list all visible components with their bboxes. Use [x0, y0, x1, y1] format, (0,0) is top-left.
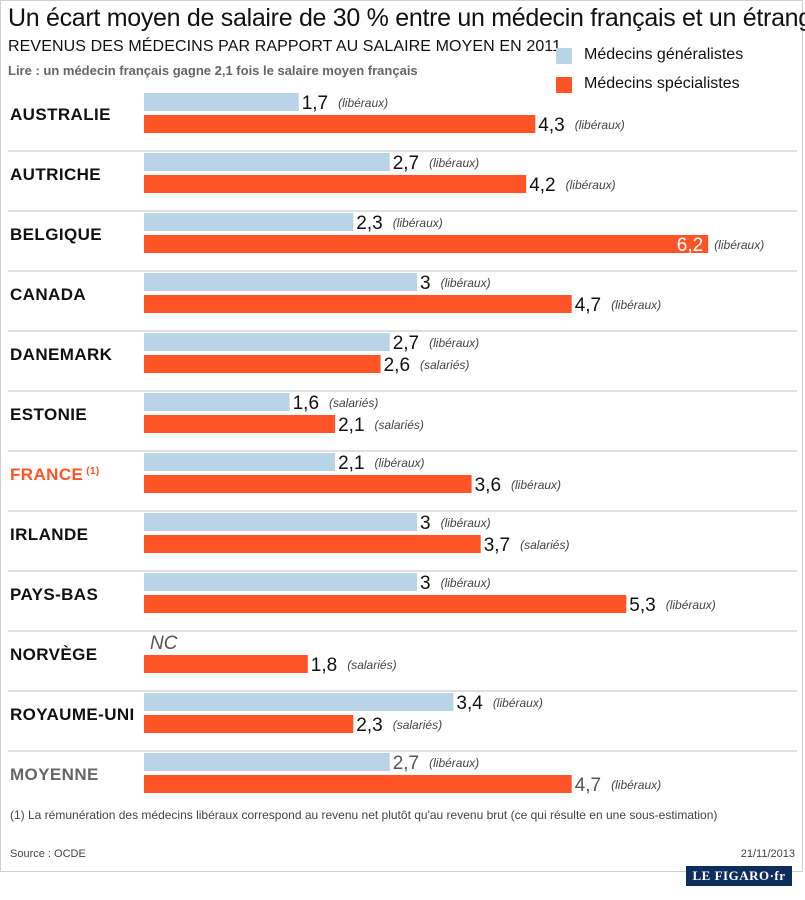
status-label-generalistes-royaume-uni: (libéraux) [493, 696, 543, 710]
category-label: ESTONIE [10, 405, 87, 424]
category-label: BELGIQUE [10, 225, 102, 244]
footnote-reference: (1) [86, 466, 99, 477]
footnote: (1) La rémunération des médecins libérau… [10, 808, 718, 822]
bar-chart: AUSTRALIE 1,7 (libéraux) 4,3 (libéraux) AUTRI… [8, 93, 797, 796]
bar-generalistes-irlande [144, 513, 417, 531]
value-label-specialistes-norvege: 1,8 [311, 655, 337, 676]
status-label-specialistes-canada: (libéraux) [611, 298, 661, 312]
chart-title: Un écart moyen de salaire de 30 % entre … [8, 4, 805, 32]
bar-specialistes-pays-bas [144, 595, 627, 613]
source-credit: Source : OCDE [10, 848, 86, 860]
category-label: FRANCE (1) [10, 465, 100, 484]
value-label-specialistes-canada: 4,7 [575, 295, 601, 316]
legend-label-specialistes: Médecins spécialistes [584, 75, 740, 92]
bar-specialistes-canada [144, 295, 572, 313]
bar-generalistes-belgique [144, 213, 354, 231]
category-label: NORVÈGE [10, 645, 98, 664]
status-label-generalistes-estonie: (salariés) [329, 396, 378, 410]
category-label: IRLANDE [10, 525, 88, 544]
reading-note: Lire : un médecin français gagne 2,1 foi… [8, 63, 418, 78]
value-label-specialistes-france: 3,6 [475, 475, 501, 496]
status-label-specialistes-estonie: (salariés) [375, 418, 424, 432]
bar-generalistes-pays-bas [144, 573, 417, 591]
status-label-generalistes-france: (libéraux) [375, 456, 425, 470]
status-label-generalistes-belgique: (libéraux) [393, 216, 443, 230]
bar-specialistes-estonie [144, 415, 336, 433]
chart-subtitle: REVENUS DES MÉDECINS PAR RAPPORT AU SALA… [8, 38, 562, 55]
value-label-specialistes-irlande: 3,7 [484, 535, 510, 556]
bar-specialistes-france [144, 475, 472, 493]
status-label-specialistes-australie: (libéraux) [575, 118, 625, 132]
value-label-specialistes-belgique: 6,2 [677, 235, 703, 256]
value-label-specialistes-royaume-uni: 2,3 [356, 715, 382, 736]
category-label: AUSTRALIE [10, 105, 111, 124]
value-label-specialistes-estonie: 2,1 [338, 415, 364, 436]
legend-swatch-generalistes [556, 48, 572, 64]
bar-generalistes-royaume-uni [144, 693, 454, 711]
category-label: PAYS-BAS [10, 585, 98, 604]
category-label: DANEMARK [10, 345, 113, 364]
bar-specialistes-moyenne [144, 775, 572, 793]
status-label-generalistes-pays-bas: (libéraux) [441, 576, 491, 590]
category-label: AUTRICHE [10, 165, 101, 184]
value-label-specialistes-australie: 4,3 [538, 115, 564, 136]
value-label-generalistes-danemark: 2,7 [393, 333, 419, 354]
bar-specialistes-royaume-uni [144, 715, 354, 733]
status-label-generalistes-moyenne: (libéraux) [429, 756, 479, 770]
figure-frame [0, 0, 803, 872]
status-label-specialistes-irlande: (salariés) [520, 538, 569, 552]
bar-generalistes-france [144, 453, 336, 471]
category-label: CANADA [10, 285, 86, 304]
status-label-generalistes-autriche: (libéraux) [429, 156, 479, 170]
bar-specialistes-belgique [144, 235, 709, 253]
status-label-specialistes-danemark: (salariés) [420, 358, 469, 372]
legend-swatch-specialistes [556, 77, 572, 93]
value-label-generalistes-autriche: 2,7 [393, 153, 419, 174]
category-label: ROYAUME-UNI [10, 705, 135, 724]
status-label-generalistes-irlande: (libéraux) [441, 516, 491, 530]
value-label-generalistes-estonie: 1,6 [293, 393, 319, 414]
status-label-generalistes-danemark: (libéraux) [429, 336, 479, 350]
value-label-generalistes-belgique: 2,3 [356, 213, 382, 234]
bar-generalistes-moyenne [144, 753, 390, 771]
bar-generalistes-autriche [144, 153, 390, 171]
status-label-specialistes-royaume-uni: (salariés) [393, 718, 442, 732]
status-label-specialistes-autriche: (libéraux) [566, 178, 616, 192]
value-label-generalistes-moyenne: 2,7 [393, 753, 419, 774]
status-label-specialistes-moyenne: (libéraux) [611, 778, 661, 792]
bar-generalistes-danemark [144, 333, 390, 351]
bar-generalistes-canada [144, 273, 417, 291]
le-figaro-logo: LE FIGARO·fr [686, 866, 792, 886]
bar-specialistes-australie [144, 115, 536, 133]
value-label-generalistes-canada: 3 [420, 273, 431, 294]
value-label-generalistes-royaume-uni: 3,4 [456, 693, 483, 714]
status-label-specialistes-belgique: (libéraux) [714, 238, 764, 252]
status-label-specialistes-norvege: (salariés) [347, 658, 396, 672]
value-label-generalistes-australie: 1,7 [302, 93, 328, 114]
value-label-specialistes-pays-bas: 5,3 [629, 595, 655, 616]
value-label-generalistes-pays-bas: 3 [420, 573, 431, 594]
bar-generalistes-estonie [144, 393, 290, 411]
value-label-generalistes-france: 2,1 [338, 453, 364, 474]
bar-specialistes-danemark [144, 355, 381, 373]
category-label: MOYENNE [10, 765, 99, 784]
status-label-generalistes-canada: (libéraux) [441, 276, 491, 290]
status-label-generalistes-australie: (libéraux) [338, 96, 388, 110]
value-label-generalistes-irlande: 3 [420, 513, 431, 534]
legend-label-generalistes: Médecins généralistes [584, 46, 744, 63]
bar-specialistes-irlande [144, 535, 481, 553]
bar-specialistes-autriche [144, 175, 527, 193]
value-label-specialistes-autriche: 4,2 [529, 175, 555, 196]
status-label-specialistes-france: (libéraux) [511, 478, 561, 492]
bar-generalistes-australie [144, 93, 299, 111]
publication-date: 21/11/2013 [740, 848, 795, 860]
value-label-specialistes-moyenne: 4,7 [575, 775, 601, 796]
bar-specialistes-norvege [144, 655, 308, 673]
value-label-specialistes-danemark: 2,6 [384, 355, 410, 376]
status-label-specialistes-pays-bas: (libéraux) [666, 598, 716, 612]
value-label-generalistes-norvege: NC [150, 633, 178, 654]
